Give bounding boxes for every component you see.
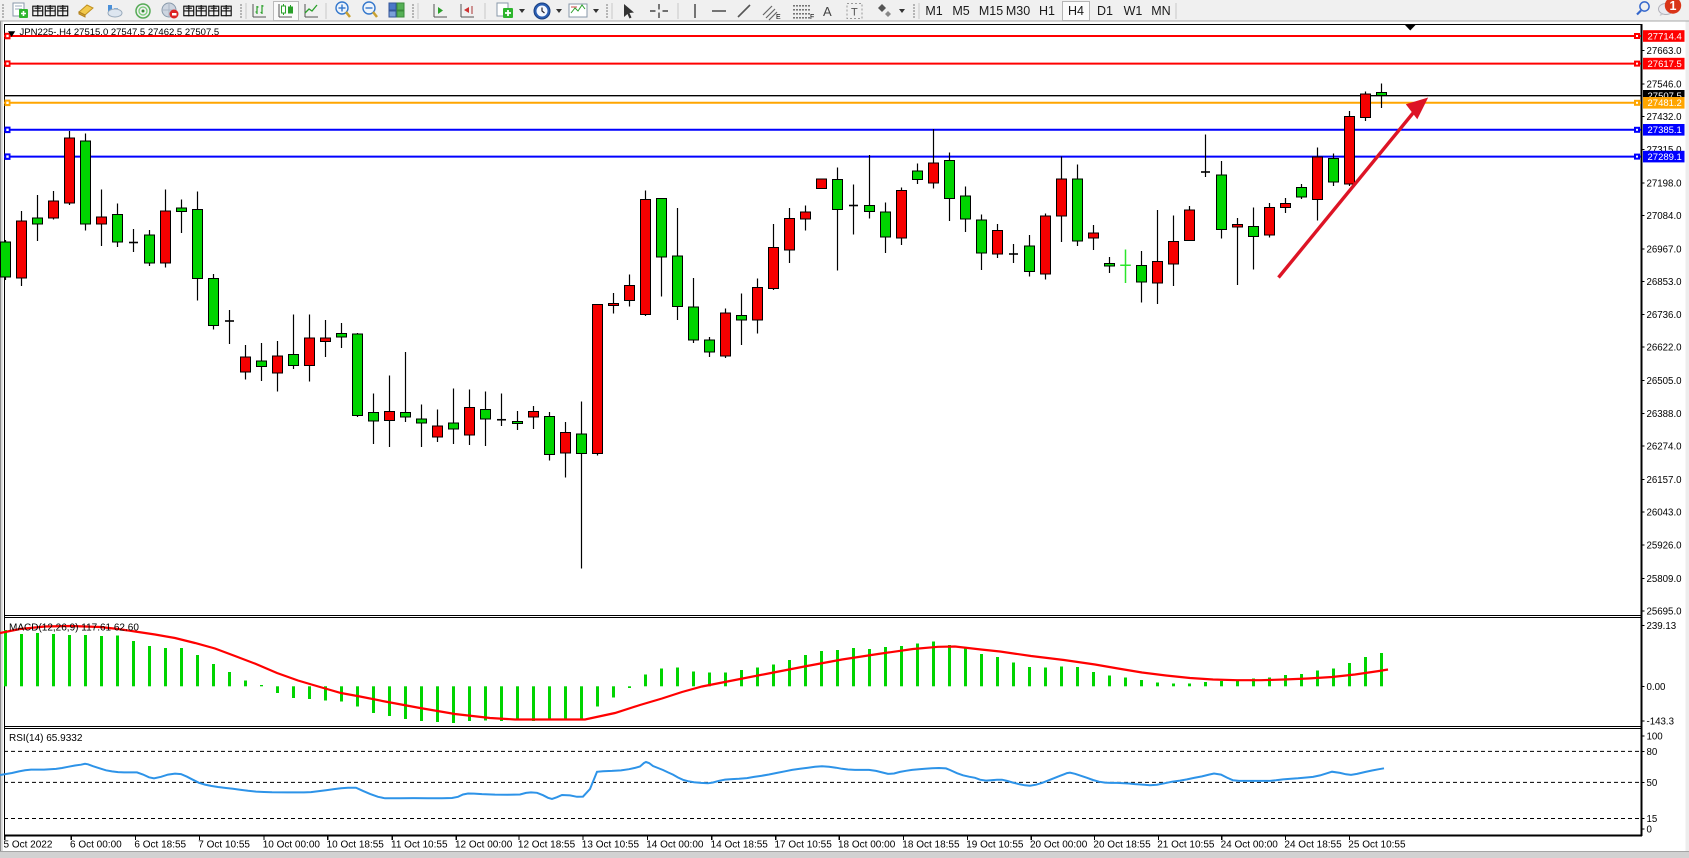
svg-text:27617.5: 27617.5 bbox=[1648, 59, 1682, 70]
svg-text:27289.1: 27289.1 bbox=[1648, 152, 1682, 163]
svg-text:E: E bbox=[776, 14, 781, 21]
svg-text:24 Oct 00:00: 24 Oct 00:00 bbox=[1221, 840, 1279, 851]
svg-text:26505.0: 26505.0 bbox=[1647, 376, 1683, 387]
svg-text:27198.0: 27198.0 bbox=[1647, 179, 1683, 190]
svg-text:A: A bbox=[823, 4, 832, 19]
svg-text:17 Oct 10:55: 17 Oct 10:55 bbox=[775, 840, 833, 851]
svg-text:26853.0: 26853.0 bbox=[1647, 277, 1683, 288]
svg-text:T: T bbox=[851, 7, 858, 19]
svg-text:27714.4: 27714.4 bbox=[1648, 31, 1682, 42]
svg-text:11 Oct 10:55: 11 Oct 10:55 bbox=[391, 840, 448, 851]
svg-text:H4: H4 bbox=[1068, 4, 1084, 18]
svg-text:27084.0: 27084.0 bbox=[1647, 211, 1683, 222]
svg-text:18 Oct 18:55: 18 Oct 18:55 bbox=[902, 840, 960, 851]
svg-text:MN: MN bbox=[1151, 4, 1170, 18]
svg-text:25 Oct 10:55: 25 Oct 10:55 bbox=[1348, 840, 1406, 851]
svg-text:27315.0: 27315.0 bbox=[1647, 145, 1683, 156]
svg-text:18 Oct 00:00: 18 Oct 00:00 bbox=[838, 840, 896, 851]
svg-text:M15: M15 bbox=[979, 4, 1003, 18]
svg-text:25695.0: 25695.0 bbox=[1647, 607, 1683, 618]
svg-text:26736.0: 26736.0 bbox=[1647, 310, 1683, 321]
svg-text:24 Oct 18:55: 24 Oct 18:55 bbox=[1284, 840, 1342, 851]
svg-text:50: 50 bbox=[1647, 778, 1658, 789]
svg-text:27507.5: 27507.5 bbox=[1648, 91, 1682, 102]
svg-text:20 Oct 18:55: 20 Oct 18:55 bbox=[1093, 840, 1151, 851]
svg-text:14 Oct 00:00: 14 Oct 00:00 bbox=[646, 840, 704, 851]
svg-text:20 Oct 00:00: 20 Oct 00:00 bbox=[1030, 840, 1088, 851]
svg-text:25809.0: 25809.0 bbox=[1647, 574, 1683, 585]
svg-text:27432.0: 27432.0 bbox=[1647, 112, 1683, 123]
svg-text:10 Oct 18:55: 10 Oct 18:55 bbox=[327, 840, 385, 851]
svg-text:1: 1 bbox=[1670, 0, 1677, 13]
svg-text:14 Oct 18:55: 14 Oct 18:55 bbox=[711, 840, 769, 851]
svg-text:F: F bbox=[810, 14, 814, 21]
svg-text:MACD(12,26,9) 117.61 62.60: MACD(12,26,9) 117.61 62.60 bbox=[9, 623, 139, 634]
svg-text:26043.0: 26043.0 bbox=[1647, 507, 1683, 518]
svg-text:26622.0: 26622.0 bbox=[1647, 343, 1683, 354]
svg-text:-143.3: -143.3 bbox=[1647, 717, 1674, 728]
svg-text:27385.1: 27385.1 bbox=[1648, 125, 1682, 136]
svg-text:27663.0: 27663.0 bbox=[1647, 46, 1683, 57]
svg-text:M1: M1 bbox=[925, 4, 942, 18]
svg-text:JPN225-.H4 27515.0 27547.5 27: JPN225-.H4 27515.0 27547.5 27462.5 27507… bbox=[20, 27, 220, 38]
svg-text:10 Oct 00:00: 10 Oct 00:00 bbox=[263, 840, 321, 851]
svg-text:13 Oct 10:55: 13 Oct 10:55 bbox=[582, 840, 640, 851]
svg-text:7 Oct 10:55: 7 Oct 10:55 bbox=[198, 840, 250, 851]
svg-text:80: 80 bbox=[1647, 747, 1658, 758]
svg-text:19 Oct 10:55: 19 Oct 10:55 bbox=[966, 840, 1024, 851]
svg-text:27546.0: 27546.0 bbox=[1647, 79, 1683, 90]
svg-text:26967.0: 26967.0 bbox=[1647, 244, 1683, 255]
svg-text:D1: D1 bbox=[1097, 4, 1113, 18]
svg-text:0.00: 0.00 bbox=[1647, 682, 1666, 693]
svg-text:25926.0: 25926.0 bbox=[1647, 541, 1683, 552]
svg-text:26157.0: 26157.0 bbox=[1647, 475, 1683, 486]
svg-text:M5: M5 bbox=[952, 4, 969, 18]
svg-text:239.13: 239.13 bbox=[1647, 621, 1677, 632]
svg-text:M30: M30 bbox=[1006, 4, 1030, 18]
svg-text:26274.0: 26274.0 bbox=[1647, 442, 1683, 453]
svg-text:0: 0 bbox=[1647, 825, 1653, 836]
svg-text:H1: H1 bbox=[1039, 4, 1055, 18]
svg-text:6 Oct 00:00: 6 Oct 00:00 bbox=[70, 840, 122, 851]
svg-text:RSI(14) 65.9332: RSI(14) 65.9332 bbox=[9, 733, 83, 744]
svg-text:12 Oct 00:00: 12 Oct 00:00 bbox=[455, 840, 513, 851]
svg-text:W1: W1 bbox=[1124, 4, 1143, 18]
svg-text:12 Oct 18:55: 12 Oct 18:55 bbox=[518, 840, 576, 851]
svg-text:21 Oct 10:55: 21 Oct 10:55 bbox=[1157, 840, 1215, 851]
svg-text:100: 100 bbox=[1647, 732, 1664, 743]
svg-text:27481.2: 27481.2 bbox=[1648, 98, 1682, 109]
svg-text:26388.0: 26388.0 bbox=[1647, 409, 1683, 420]
svg-text:5 Oct 2022: 5 Oct 2022 bbox=[4, 840, 53, 851]
svg-text:6 Oct 18:55: 6 Oct 18:55 bbox=[134, 840, 186, 851]
svg-text:15: 15 bbox=[1647, 814, 1658, 825]
